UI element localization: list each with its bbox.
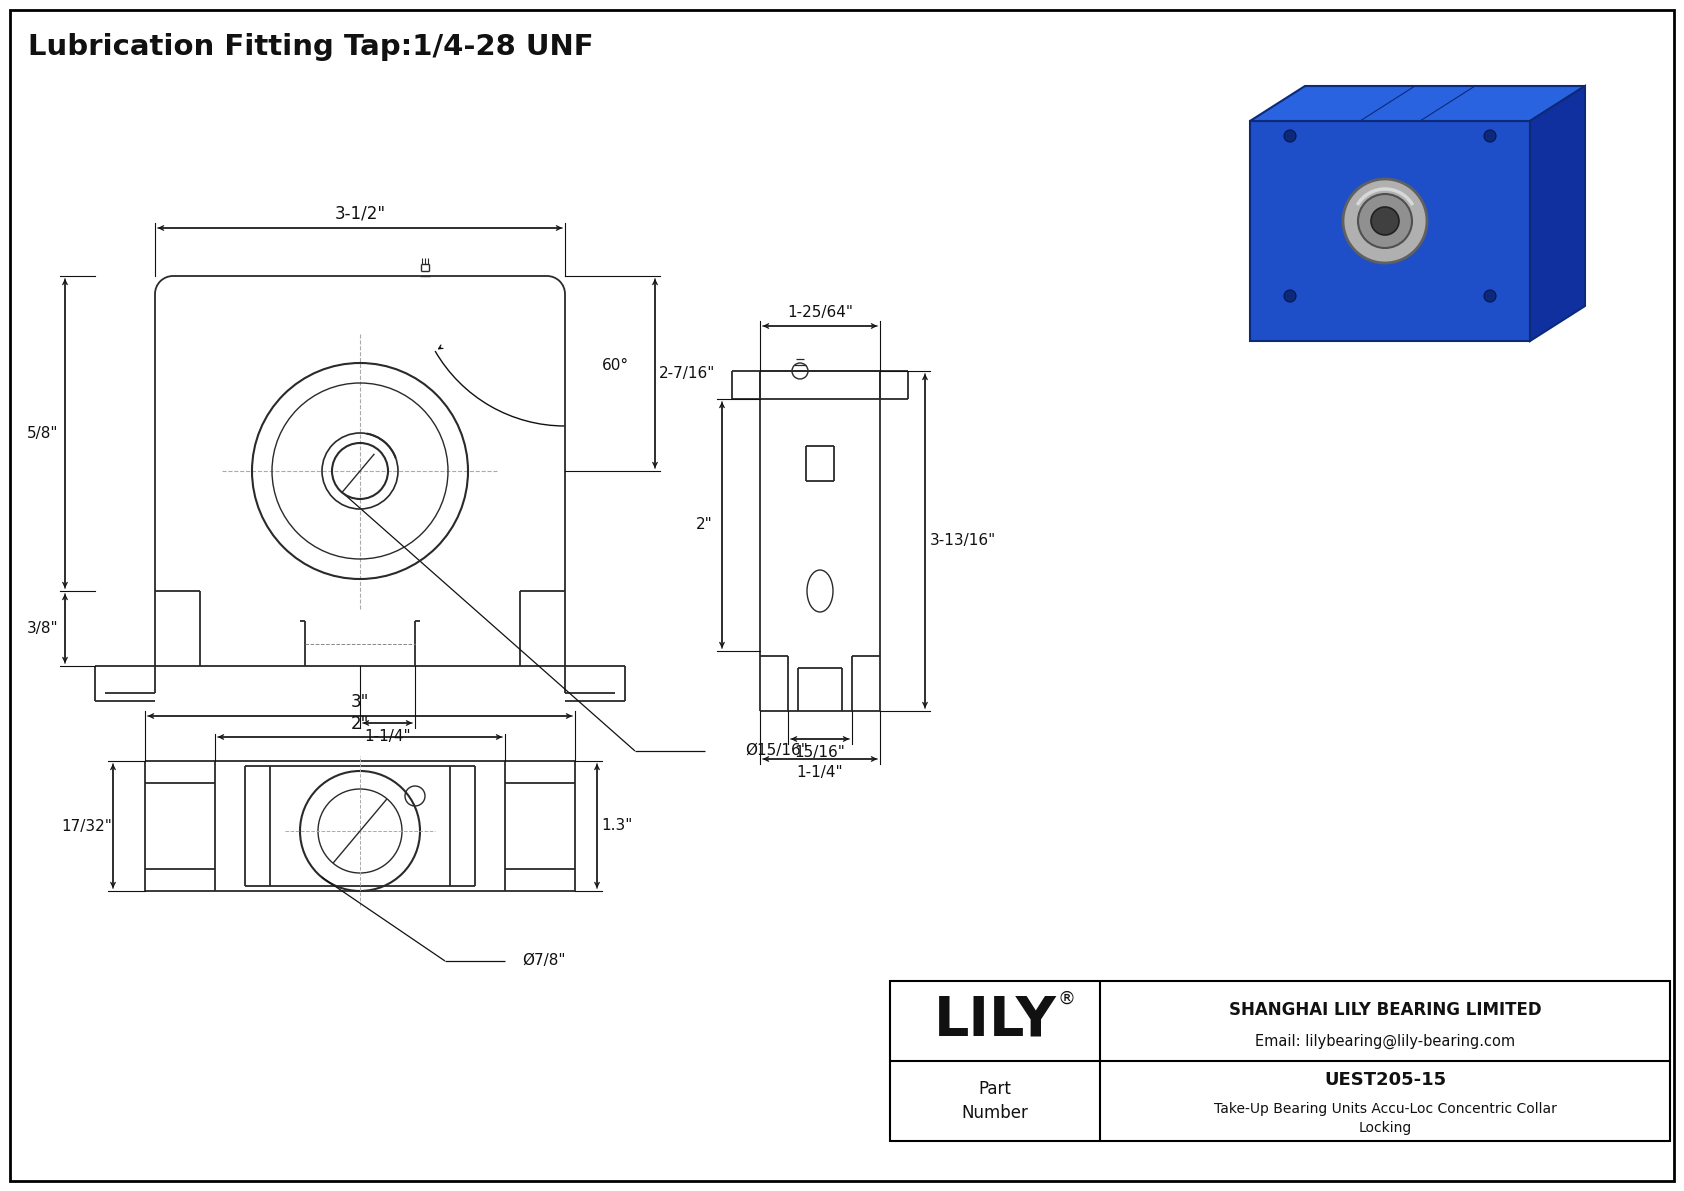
Text: 60°: 60° [601,358,628,374]
Circle shape [1484,130,1495,142]
Text: 17/32": 17/32" [62,818,113,834]
Circle shape [1283,289,1297,303]
Text: SHANGHAI LILY BEARING LIMITED: SHANGHAI LILY BEARING LIMITED [1229,1000,1541,1018]
Text: 5/8": 5/8" [27,426,59,441]
Text: 1-25/64": 1-25/64" [786,305,854,319]
Bar [891,981,1671,1141]
Circle shape [1484,289,1495,303]
Text: UEST205-15: UEST205-15 [1324,1071,1447,1090]
Text: Part
Number: Part Number [962,1080,1029,1122]
Polygon shape [1250,121,1531,341]
Text: 3/8": 3/8" [27,621,59,636]
Text: 1-1/4": 1-1/4" [797,765,844,779]
Text: Ø7/8": Ø7/8" [522,954,566,968]
Text: 1.3": 1.3" [601,818,633,834]
Polygon shape [1250,86,1585,121]
Text: 3": 3" [350,693,369,711]
Text: 1-1/4": 1-1/4" [364,730,411,744]
Circle shape [1357,194,1411,248]
Circle shape [1344,179,1426,263]
Text: 2": 2" [695,517,712,532]
Text: LILY: LILY [933,994,1056,1048]
Text: 3-1/2": 3-1/2" [335,205,386,223]
Text: 2-7/16": 2-7/16" [658,366,716,381]
Text: Lubrication Fitting Tap:1/4-28 UNF: Lubrication Fitting Tap:1/4-28 UNF [29,33,594,61]
Circle shape [1371,207,1399,235]
Text: Ø15/16": Ø15/16" [744,743,808,759]
Text: Email: lilybearing@lily-bearing.com: Email: lilybearing@lily-bearing.com [1255,1034,1516,1049]
Circle shape [1283,130,1297,142]
Text: 15/16": 15/16" [795,744,845,760]
Polygon shape [1531,86,1585,341]
Text: 3-13/16": 3-13/16" [930,534,997,549]
Text: 2": 2" [350,715,369,732]
Text: Take-Up Bearing Units Accu-Loc Concentric Collar
Locking: Take-Up Bearing Units Accu-Loc Concentri… [1214,1103,1556,1135]
Text: ®: ® [1058,990,1076,1008]
